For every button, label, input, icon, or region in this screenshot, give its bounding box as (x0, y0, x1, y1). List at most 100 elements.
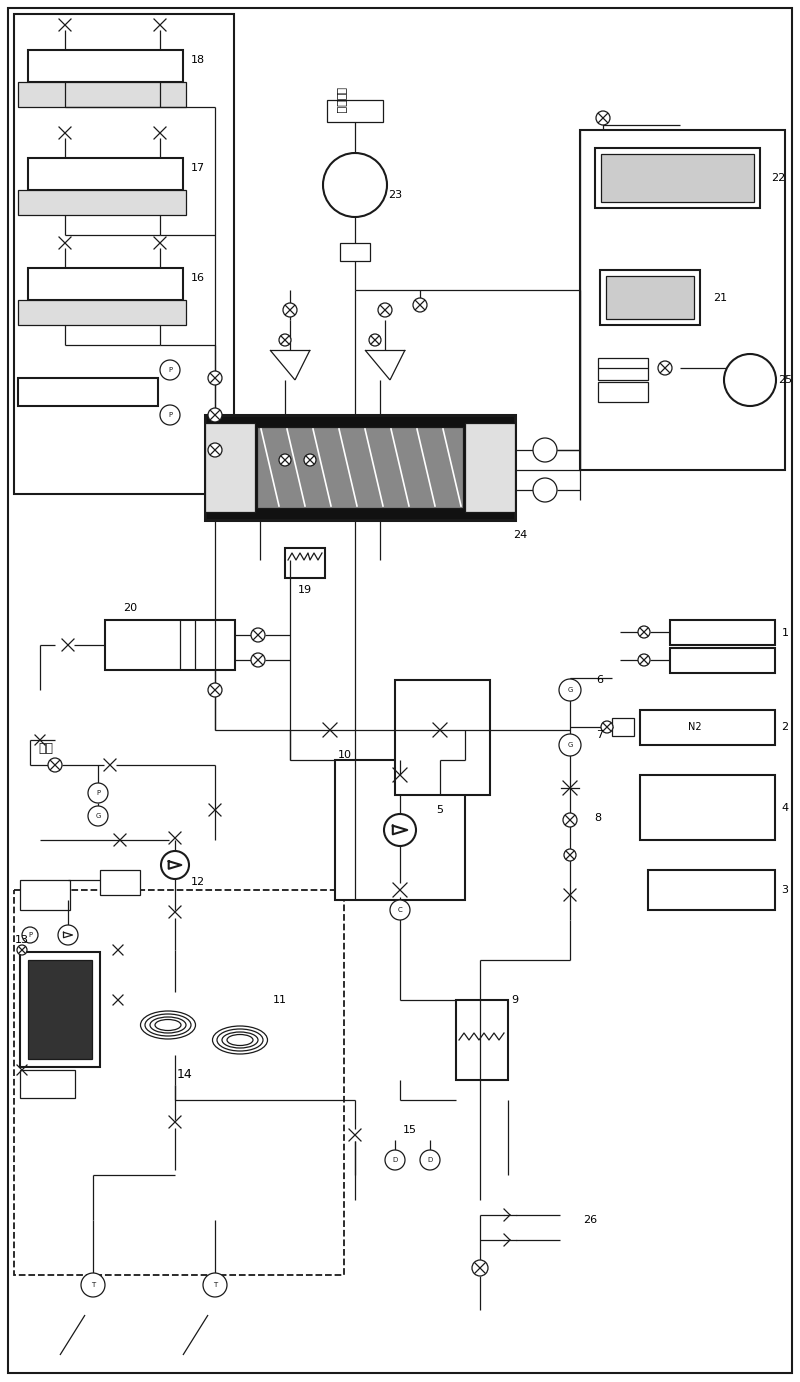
Circle shape (160, 359, 180, 380)
Bar (580, 130, 785, 470)
Bar (20, 880, 70, 909)
Bar (395, 680, 490, 795)
Circle shape (559, 679, 581, 701)
Circle shape (323, 153, 387, 217)
Bar (14, 14, 234, 493)
Circle shape (208, 408, 222, 422)
Bar (28, 50, 183, 82)
Text: 5: 5 (437, 804, 443, 815)
Text: 1: 1 (782, 627, 789, 638)
Bar (340, 243, 370, 261)
Text: P: P (96, 791, 100, 796)
Circle shape (385, 1150, 405, 1171)
Bar (640, 710, 775, 745)
Circle shape (203, 1273, 227, 1296)
Circle shape (533, 478, 557, 502)
Text: N2: N2 (688, 721, 702, 732)
Text: 6: 6 (597, 674, 603, 685)
Bar (456, 1001, 508, 1079)
Bar (18, 379, 158, 406)
Circle shape (279, 334, 291, 346)
Bar (670, 648, 775, 673)
Bar (335, 760, 465, 900)
Bar (18, 82, 186, 106)
Bar (257, 427, 463, 509)
Text: 9: 9 (511, 995, 518, 1005)
Text: D: D (392, 1157, 398, 1164)
Bar (598, 358, 648, 380)
Circle shape (658, 361, 672, 375)
Text: 19: 19 (298, 585, 312, 596)
Circle shape (601, 721, 613, 732)
Circle shape (88, 784, 108, 803)
Text: C: C (398, 907, 402, 914)
Bar (18, 300, 186, 325)
Circle shape (48, 757, 62, 773)
Bar (595, 148, 760, 209)
Bar (670, 621, 775, 645)
Text: 23: 23 (388, 189, 402, 200)
Circle shape (251, 627, 265, 643)
Circle shape (161, 851, 189, 879)
Circle shape (279, 455, 291, 466)
Text: 到循环泵: 到循环泵 (335, 87, 345, 113)
Bar (648, 871, 775, 909)
Text: T: T (91, 1282, 95, 1288)
Text: G: G (95, 813, 101, 820)
Text: 3: 3 (782, 884, 789, 896)
Text: 17: 17 (191, 163, 205, 173)
Text: 25: 25 (778, 375, 792, 386)
Circle shape (472, 1260, 488, 1276)
Circle shape (17, 945, 27, 955)
Circle shape (559, 734, 581, 756)
Circle shape (208, 444, 222, 457)
Text: 26: 26 (583, 1215, 597, 1224)
Circle shape (81, 1273, 105, 1296)
Text: 8: 8 (594, 813, 602, 824)
Text: 16: 16 (191, 274, 205, 283)
Text: D: D (427, 1157, 433, 1164)
Circle shape (420, 1150, 440, 1171)
Circle shape (251, 654, 265, 668)
Text: 14: 14 (177, 1068, 193, 1082)
Text: T: T (213, 1282, 217, 1288)
Bar (105, 621, 235, 670)
Circle shape (369, 334, 381, 346)
Bar (28, 158, 183, 189)
Bar (612, 719, 634, 737)
Bar (205, 423, 255, 511)
Bar (20, 952, 100, 1067)
Text: G: G (567, 687, 573, 692)
Circle shape (378, 303, 392, 316)
Circle shape (208, 370, 222, 386)
Bar (465, 423, 515, 511)
Circle shape (413, 299, 427, 312)
Text: P: P (168, 368, 172, 373)
Bar (601, 153, 754, 202)
Circle shape (638, 654, 650, 666)
Circle shape (724, 354, 776, 406)
Bar (327, 100, 383, 122)
Circle shape (88, 806, 108, 826)
Circle shape (304, 455, 316, 466)
Bar (18, 189, 186, 216)
Bar (100, 871, 140, 896)
Bar (606, 276, 694, 319)
Text: 18: 18 (191, 55, 205, 65)
Circle shape (563, 813, 577, 826)
Text: 24: 24 (513, 531, 527, 540)
Text: 10: 10 (338, 750, 352, 760)
Bar (28, 960, 92, 1059)
Circle shape (638, 626, 650, 638)
Text: P: P (28, 931, 32, 938)
Circle shape (58, 925, 78, 945)
Bar (598, 381, 648, 402)
Bar (28, 268, 183, 300)
Text: 13: 13 (15, 936, 29, 945)
Bar (20, 1070, 75, 1099)
Circle shape (390, 900, 410, 920)
Text: G: G (567, 742, 573, 748)
Text: 2: 2 (782, 721, 789, 732)
Text: 12: 12 (191, 878, 205, 887)
Circle shape (384, 814, 416, 846)
